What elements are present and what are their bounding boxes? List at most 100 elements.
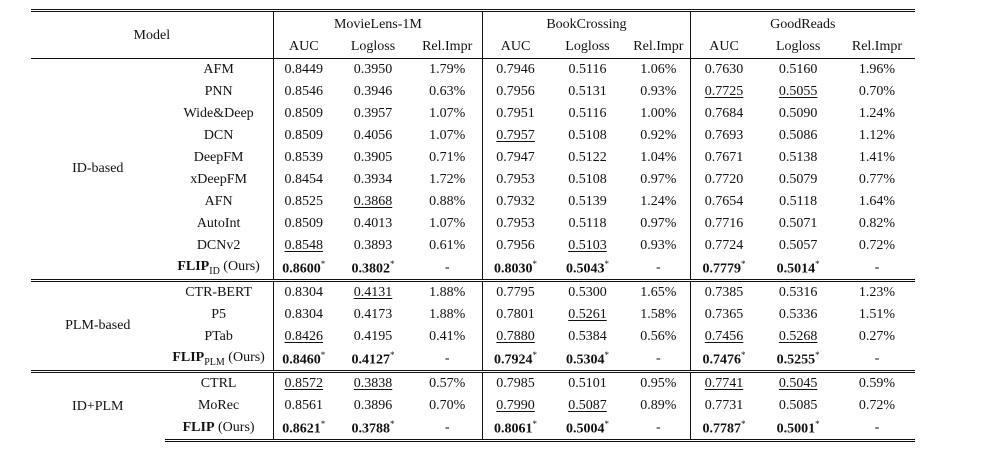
metric-cell: 0.5079: [757, 169, 838, 191]
metric-cell: 0.88%: [412, 191, 484, 213]
metric-value: 0.5043: [565, 261, 605, 277]
significance-mark: *: [604, 349, 609, 360]
metric-cell: 0.3934: [334, 169, 412, 191]
results-table-container: Model MovieLens-1M BookCrossing GoodRead…: [31, 9, 915, 442]
model-name-cell: DeepFM: [164, 147, 274, 169]
metric-cell: 0.5043*: [548, 257, 627, 281]
metric-value: 1.04%: [640, 150, 677, 165]
metric-cell: 1.65%: [627, 279, 691, 304]
metric-value: 0.5255: [776, 352, 816, 368]
metric-value: 0.8546: [284, 84, 324, 99]
metric-value: 0.7956: [496, 84, 535, 99]
metric-value: 0.27%: [858, 329, 896, 344]
metric-cell: 0.5122: [548, 147, 627, 169]
model-name: AFN: [204, 194, 233, 209]
metric-value: 0.8509: [284, 128, 324, 143]
metric-cell: -: [412, 348, 484, 372]
metric-cell: 0.7787*: [690, 417, 758, 442]
metric-header: Rel.Impr: [627, 36, 691, 59]
group-label: ID+PLM: [31, 370, 165, 441]
metric-value: 0.5085: [778, 398, 818, 413]
results-body: ID-based AFM 0.8449 0.3950 1.79% 0.7946 0.5116…: [31, 58, 915, 442]
metric-value: 0.8509: [284, 216, 324, 231]
metric-cell: 0.5131: [548, 81, 627, 103]
metric-cell: 0.7630: [690, 59, 757, 82]
metric-header: Logloss: [547, 36, 628, 59]
metric-value: 0.93%: [640, 238, 677, 253]
model-header: Model: [31, 9, 274, 59]
metric-cell: 0.5118: [757, 191, 838, 213]
ours-model-label: FLIP: [182, 420, 215, 435]
metric-cell: 0.3946: [334, 81, 412, 103]
metric-cell: 0.7741: [690, 370, 758, 395]
metric-value: 0.5122: [568, 150, 607, 165]
table-row: PLM-based CTR-BERT 0.8304 0.4131 1.88% 0.7795…: [31, 279, 915, 372]
metric-value: 0.7947: [496, 150, 535, 165]
metric-value: 0.7365: [704, 307, 744, 322]
model-name: xDeepFM: [190, 172, 247, 187]
significance-mark: *: [320, 349, 326, 360]
metric-value: 0.7956: [496, 238, 535, 253]
model-name-cell: FLIPID (Ours): [164, 257, 274, 281]
metric-cell: 0.5384: [548, 326, 627, 348]
metric-value: 0.3896: [353, 398, 393, 413]
metric-value: 0.5055: [778, 84, 818, 99]
metric-cell: 0.71%: [412, 147, 484, 169]
metric-cell: 0.4195: [334, 326, 412, 348]
metric-cell: 0.95%: [627, 370, 691, 395]
metric-cell: 0.8509: [273, 103, 334, 125]
metric-value: 0.7985: [496, 376, 535, 391]
metric-value: 0.8030: [494, 261, 533, 277]
metric-cell: 0.72%: [839, 235, 915, 257]
model-name-cell: MoRec: [164, 395, 274, 417]
metric-value: 0.5384: [568, 329, 607, 344]
metric-value: 0.5014: [776, 261, 816, 277]
model-name: PNN: [204, 84, 233, 99]
metric-value: 1.88%: [429, 285, 466, 300]
metric-cell: -: [627, 257, 691, 281]
metric-cell: 0.7990: [483, 395, 548, 417]
metric-value: 0.4013: [353, 216, 393, 231]
metric-value: 0.5268: [778, 329, 818, 344]
metric-value: 0.92%: [640, 128, 677, 143]
metric-value: 0.5079: [778, 172, 818, 187]
metric-value: -: [444, 420, 450, 435]
metric-value: 0.7924: [494, 352, 533, 368]
significance-mark: *: [741, 349, 746, 360]
metric-value: 0.4131: [353, 285, 393, 300]
metric-value: 1.58%: [640, 307, 677, 322]
metric-value: 0.5103: [568, 238, 607, 253]
model-name: AutoInt: [196, 216, 241, 231]
metric-value: 1.65%: [640, 285, 677, 300]
metric-cell: -: [839, 257, 915, 281]
metric-cell: 0.5336: [757, 304, 838, 326]
metric-value: 0.5304: [565, 352, 605, 368]
metric-cell: 0.8454: [273, 169, 334, 191]
metric-cell: 0.57%: [412, 370, 484, 395]
ours-row: FLIPPLM (Ours) 0.8460* 0.4127* -0.7924* 0.53…: [31, 348, 915, 372]
metric-cell: 0.92%: [627, 125, 691, 147]
metric-cell: 0.7953: [483, 169, 548, 191]
ours-model-subscript: ID: [209, 265, 220, 277]
metric-cell: 0.7456: [690, 326, 757, 348]
metric-value: 0.5001: [776, 421, 816, 437]
metric-value: 0.7801: [496, 307, 535, 322]
metric-value: 0.5071: [778, 216, 818, 231]
metric-cell: 0.7724: [690, 235, 757, 257]
significance-mark: *: [741, 418, 746, 429]
metric-cell: 0.7801: [483, 304, 548, 326]
metric-value: 0.7932: [496, 194, 535, 209]
metric-cell: 0.7693: [690, 125, 757, 147]
metric-header: AUC: [482, 36, 548, 59]
metric-cell: 0.8546: [273, 81, 334, 103]
metric-cell: 1.07%: [412, 103, 484, 125]
ours-suffix: (Ours): [219, 259, 260, 275]
metric-value: 0.5139: [568, 194, 607, 209]
metric-cell: 0.5057: [757, 235, 838, 257]
metric-value: 1.07%: [429, 128, 466, 143]
metric-value: 0.70%: [858, 84, 896, 99]
metric-value: 0.8539: [284, 150, 324, 165]
metric-cell: 0.8449: [273, 59, 334, 82]
metric-value: 0.5131: [568, 84, 607, 99]
table-row: PNN 0.8546 0.3946 0.63% 0.7956 0.5131 0.93% 0.7…: [31, 81, 915, 103]
